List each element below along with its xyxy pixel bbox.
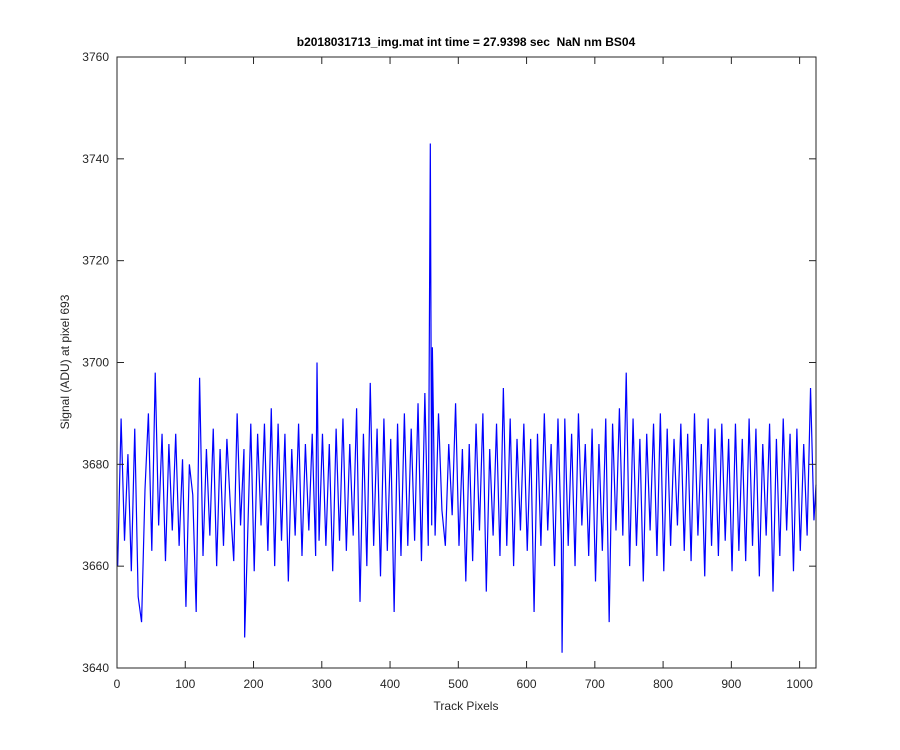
x-tick-label: 900 (721, 677, 741, 691)
y-tick-label: 3660 (82, 559, 109, 573)
x-tick-label: 500 (448, 677, 468, 691)
y-axis-label: Signal (ADU) at pixel 693 (58, 294, 72, 429)
x-tick-label: 0 (114, 677, 121, 691)
x-tick-label: 100 (175, 677, 195, 691)
y-tick-label: 3720 (82, 254, 109, 268)
x-tick-label: 200 (244, 677, 264, 691)
x-tick-label: 700 (585, 677, 605, 691)
y-tick-label: 3640 (82, 661, 109, 675)
x-tick-label: 300 (312, 677, 332, 691)
x-axis-label: Track Pixels (434, 699, 499, 713)
y-tick-label: 3680 (82, 457, 109, 471)
x-tick-label: 400 (380, 677, 400, 691)
x-tick-label: 800 (653, 677, 673, 691)
x-tick-label: 1000 (786, 677, 813, 691)
y-tick-label: 3760 (82, 50, 109, 64)
data-line (117, 143, 817, 653)
y-tick-label: 3700 (82, 356, 109, 370)
chart-title: b2018031713_img.mat int time = 27.9398 s… (297, 35, 636, 49)
x-tick-label: 600 (517, 677, 537, 691)
y-tick-label: 3740 (82, 152, 109, 166)
